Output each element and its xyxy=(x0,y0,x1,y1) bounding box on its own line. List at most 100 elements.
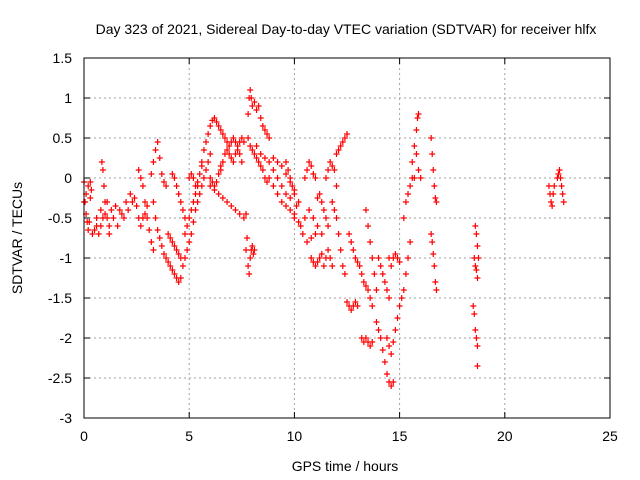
data-point xyxy=(160,251,167,257)
axis-ticks: 0 5 10 15 20 25 -3 -2.5 -2 -1.5 -1 -0.5 0 0.5 1 1.5 xyxy=(48,50,618,444)
data-point xyxy=(85,183,92,189)
data-point xyxy=(270,167,277,173)
data-point xyxy=(253,143,260,149)
data-point xyxy=(255,103,262,109)
data-point xyxy=(429,239,436,245)
data-point xyxy=(417,175,424,181)
data-point xyxy=(190,219,197,225)
data-point xyxy=(158,171,165,177)
data-point xyxy=(205,131,212,137)
data-point xyxy=(388,263,395,269)
data-point xyxy=(179,207,186,213)
data-point xyxy=(379,347,386,353)
y-tick-label: 1.5 xyxy=(53,50,73,66)
data-point xyxy=(371,271,378,277)
data-point xyxy=(211,187,218,193)
data-point xyxy=(163,183,170,189)
y-tick-label: -2 xyxy=(60,330,73,346)
data-point xyxy=(325,167,332,173)
data-point xyxy=(207,123,214,129)
data-point xyxy=(266,135,273,141)
data-point xyxy=(207,175,214,181)
data-point xyxy=(287,175,294,181)
data-point xyxy=(232,207,239,213)
data-point xyxy=(318,231,325,237)
data-point xyxy=(308,163,315,169)
data-point xyxy=(139,183,146,189)
data-point xyxy=(257,151,264,157)
data-point xyxy=(158,243,165,249)
data-point xyxy=(407,239,414,245)
data-point xyxy=(383,287,390,293)
data-point xyxy=(316,191,323,197)
data-point xyxy=(251,151,258,157)
data-point xyxy=(405,255,412,261)
data-point xyxy=(226,151,233,157)
data-point xyxy=(203,167,210,173)
data-point xyxy=(150,247,157,253)
data-point xyxy=(257,115,264,121)
data-points xyxy=(81,87,567,389)
data-point xyxy=(186,215,193,221)
x-tick-label: 5 xyxy=(185,428,193,444)
data-point xyxy=(177,275,184,281)
data-point xyxy=(428,231,435,237)
data-point xyxy=(390,339,397,345)
data-point xyxy=(175,279,182,285)
data-point xyxy=(125,207,132,213)
data-point xyxy=(95,231,102,237)
data-point xyxy=(264,179,271,185)
data-point xyxy=(169,267,176,273)
data-point xyxy=(192,183,199,189)
x-tick-label: 0 xyxy=(80,428,88,444)
data-point xyxy=(248,95,255,101)
data-point xyxy=(402,271,409,277)
data-point xyxy=(325,247,332,253)
data-point xyxy=(142,199,149,205)
data-point xyxy=(219,131,226,137)
data-point xyxy=(556,167,563,173)
data-point xyxy=(251,247,258,253)
data-point xyxy=(194,199,201,205)
data-point xyxy=(98,159,105,165)
data-point xyxy=(344,131,350,137)
data-point xyxy=(120,215,127,221)
data-point xyxy=(137,175,144,181)
data-point xyxy=(329,163,336,169)
data-point xyxy=(325,223,332,229)
data-point xyxy=(369,339,376,345)
data-point xyxy=(100,183,107,189)
data-point xyxy=(129,199,136,205)
plot-frame xyxy=(83,57,611,419)
data-point xyxy=(97,207,104,213)
data-point xyxy=(163,255,170,261)
data-point xyxy=(375,255,382,261)
data-point xyxy=(261,155,268,161)
data-point xyxy=(373,319,380,325)
data-point xyxy=(299,231,306,237)
x-axis-label: GPS time / hours xyxy=(292,458,399,474)
data-point xyxy=(87,179,94,185)
data-point xyxy=(306,207,313,213)
data-point xyxy=(474,343,481,349)
data-point xyxy=(245,135,252,141)
data-point xyxy=(123,199,130,205)
data-point xyxy=(558,183,565,189)
data-point xyxy=(215,171,222,177)
data-point xyxy=(375,327,382,333)
data-point xyxy=(175,251,182,257)
data-point xyxy=(224,147,231,153)
data-point xyxy=(431,263,438,269)
data-point xyxy=(144,203,151,209)
data-point xyxy=(400,287,407,293)
data-point xyxy=(247,255,254,261)
data-point xyxy=(322,175,329,181)
data-point xyxy=(386,343,393,349)
data-point xyxy=(369,255,376,261)
data-point xyxy=(308,255,315,261)
y-tick-label: -1 xyxy=(60,250,73,266)
data-point xyxy=(184,223,191,229)
data-point xyxy=(198,183,205,189)
data-point xyxy=(365,223,372,229)
data-point xyxy=(301,215,308,221)
